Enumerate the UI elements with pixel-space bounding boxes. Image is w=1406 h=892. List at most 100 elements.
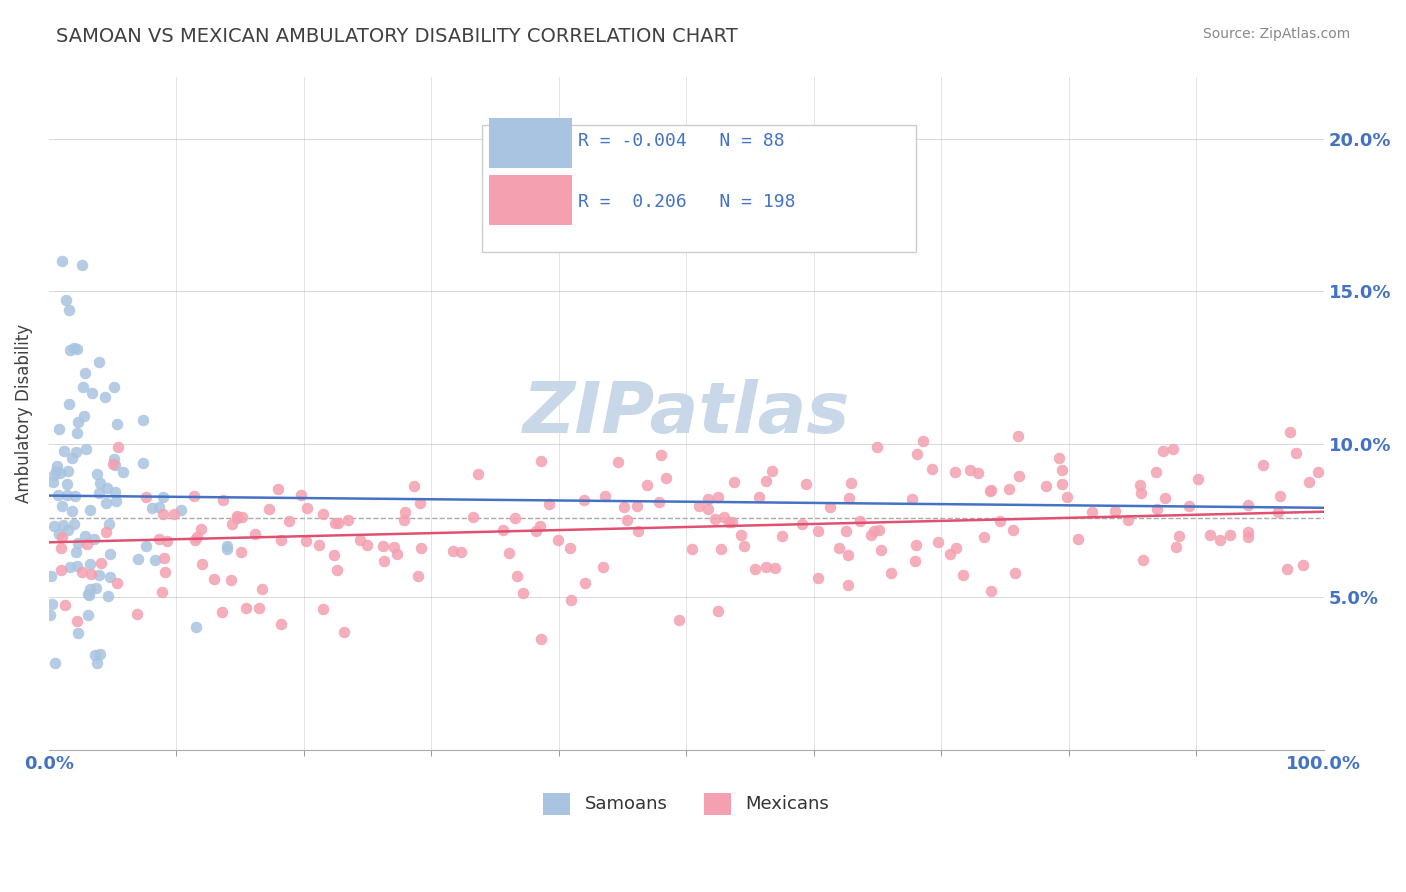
Point xyxy=(132,456,155,470)
Point xyxy=(959,463,981,477)
Point xyxy=(748,491,770,505)
Point xyxy=(44,465,66,479)
Point xyxy=(66,614,89,628)
Point xyxy=(868,523,890,537)
Point xyxy=(1002,523,1025,537)
Point xyxy=(394,505,416,519)
Text: Source: ZipAtlas.com: Source: ZipAtlas.com xyxy=(1202,27,1350,41)
Point xyxy=(170,503,193,517)
Point xyxy=(98,547,121,561)
Point xyxy=(55,488,77,502)
Point xyxy=(67,415,90,429)
Point xyxy=(755,559,778,574)
Point xyxy=(1209,533,1232,548)
Point xyxy=(89,648,111,662)
Point xyxy=(80,566,103,581)
Point xyxy=(127,552,149,566)
Point xyxy=(626,500,648,514)
Point xyxy=(1144,465,1167,479)
Point xyxy=(1270,489,1292,503)
Point xyxy=(574,575,596,590)
Point xyxy=(939,547,962,561)
Point xyxy=(733,539,755,553)
Point xyxy=(48,526,70,541)
Point xyxy=(613,500,636,515)
Point xyxy=(648,495,671,509)
Point xyxy=(94,524,117,539)
Point xyxy=(529,519,551,533)
Point xyxy=(70,565,93,579)
Point xyxy=(1050,463,1073,477)
Point xyxy=(806,571,828,585)
Point xyxy=(744,562,766,576)
Point xyxy=(270,617,292,632)
Point xyxy=(104,494,127,508)
Point xyxy=(290,488,312,502)
Point xyxy=(837,548,859,562)
Point xyxy=(966,466,988,480)
Point xyxy=(141,501,163,516)
FancyBboxPatch shape xyxy=(482,125,915,252)
Point xyxy=(103,379,125,393)
Point xyxy=(626,524,648,538)
Point xyxy=(387,547,409,561)
Point xyxy=(63,489,86,503)
Point xyxy=(1080,505,1102,519)
Point xyxy=(730,528,752,542)
Point xyxy=(1236,530,1258,544)
Point xyxy=(266,482,288,496)
Point xyxy=(98,516,121,531)
Point xyxy=(1050,477,1073,491)
Point xyxy=(835,524,858,538)
Point xyxy=(229,544,252,558)
Point xyxy=(1035,479,1057,493)
Point xyxy=(849,514,872,528)
Point xyxy=(90,556,112,570)
Point xyxy=(650,448,672,462)
Point xyxy=(860,528,883,542)
Point xyxy=(60,504,83,518)
Point xyxy=(97,589,120,603)
Point xyxy=(39,569,62,583)
Point xyxy=(904,538,927,552)
Point xyxy=(1129,478,1152,492)
Point xyxy=(945,541,967,555)
Point xyxy=(86,467,108,481)
Point xyxy=(332,625,354,640)
Point xyxy=(337,513,360,527)
Point xyxy=(593,490,616,504)
Point xyxy=(66,342,89,356)
Point xyxy=(1275,562,1298,576)
Point xyxy=(65,545,87,559)
Point xyxy=(83,532,105,546)
Point xyxy=(52,517,75,532)
Point xyxy=(807,524,830,539)
Point xyxy=(132,412,155,426)
Point xyxy=(42,475,65,489)
Point xyxy=(710,542,733,557)
Point xyxy=(1007,429,1029,443)
Point xyxy=(148,500,170,515)
Point xyxy=(921,462,943,476)
Point xyxy=(148,532,170,546)
Point xyxy=(382,541,405,555)
Point xyxy=(761,464,783,478)
Point xyxy=(326,516,349,531)
Point xyxy=(879,566,901,581)
Point xyxy=(1146,502,1168,516)
Point xyxy=(79,582,101,597)
Point xyxy=(770,529,793,543)
Point xyxy=(1116,513,1139,527)
Point xyxy=(1178,500,1201,514)
Point xyxy=(524,524,547,539)
Point xyxy=(101,458,124,472)
Point xyxy=(373,554,395,568)
Point xyxy=(86,656,108,670)
Point xyxy=(506,568,529,582)
Point xyxy=(904,554,927,568)
Point xyxy=(73,409,96,423)
Point xyxy=(311,507,333,521)
Point xyxy=(79,557,101,571)
Point xyxy=(973,530,995,544)
Point xyxy=(681,541,703,556)
